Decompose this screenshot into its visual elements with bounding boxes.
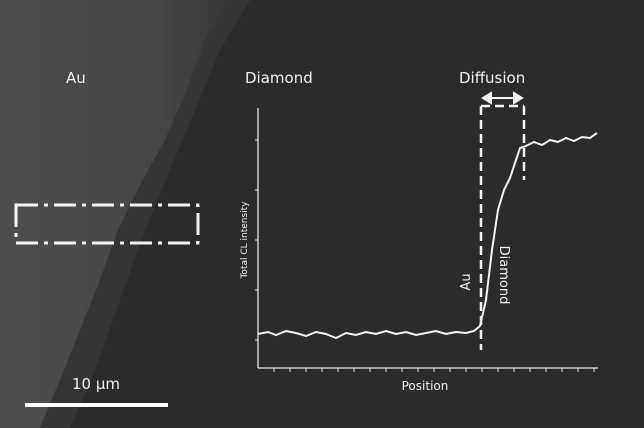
au-marker-label: Au xyxy=(459,273,474,290)
x-axis-label: Position xyxy=(402,379,449,393)
au-region xyxy=(0,0,230,428)
scan-region xyxy=(14,203,200,245)
diffusion-window xyxy=(479,104,526,350)
au-label: Au xyxy=(66,69,86,87)
y-axis-label: Total CL intensity xyxy=(240,201,250,280)
axis-ticks xyxy=(255,139,595,372)
diffusion-arrow xyxy=(481,91,524,105)
scale-bar-label: 10 µm xyxy=(72,375,120,393)
interface-band xyxy=(40,0,250,428)
diamond-marker-label: Diamond xyxy=(496,246,511,305)
plot-axes xyxy=(257,108,598,369)
diamond-label: Diamond xyxy=(245,69,313,87)
diffusion-label: Diffusion xyxy=(459,69,525,87)
cl-profile xyxy=(257,132,598,340)
scale-bar xyxy=(25,403,168,407)
